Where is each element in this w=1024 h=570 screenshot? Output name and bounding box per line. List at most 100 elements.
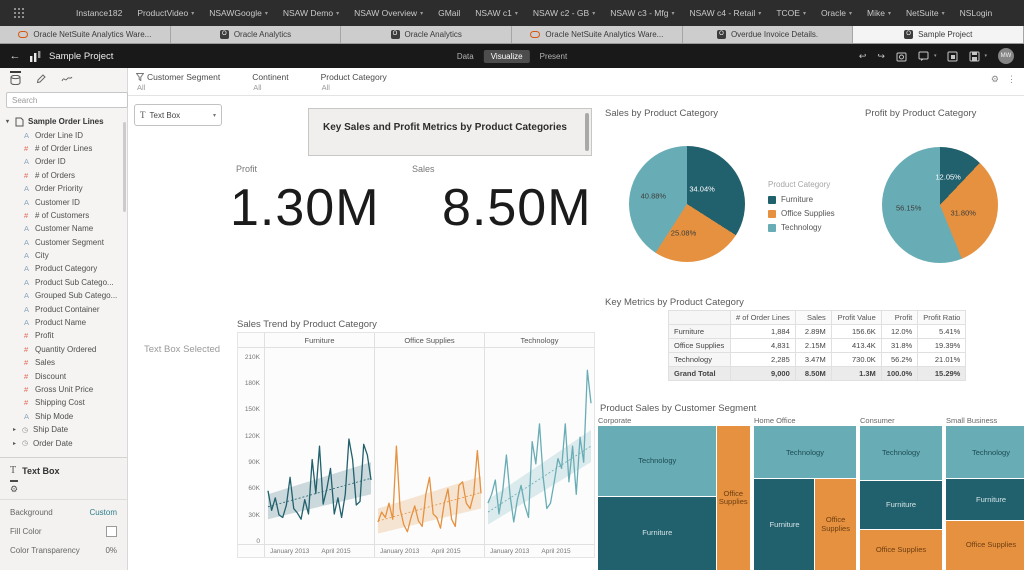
mekko-block-furniture[interactable]: Furniture — [598, 497, 717, 570]
sales-trend-chart[interactable]: FurnitureOffice SuppliesTechnology 210K1… — [237, 332, 595, 558]
field-row[interactable]: ACustomer Segment — [0, 236, 127, 249]
field-row[interactable]: #Shipping Cost — [0, 396, 127, 409]
field-row[interactable]: AProduct Container — [0, 302, 127, 315]
field-row[interactable]: AOrder Priority — [0, 182, 127, 195]
field-row[interactable]: AOrder Line ID — [0, 128, 127, 141]
nav-tab-visualize[interactable]: Visualize — [484, 50, 530, 63]
field-row[interactable]: AProduct Name — [0, 316, 127, 329]
field-row[interactable]: ▸◷Order Date — [0, 436, 127, 449]
refresh-data-icon[interactable] — [896, 51, 907, 62]
analytics-tab-icon[interactable] — [61, 73, 73, 86]
bookmark-item[interactable]: ProductVideo▾ — [137, 8, 194, 18]
browser-tab[interactable]: Oracle NetSuite Analytics Ware... — [512, 26, 683, 43]
mekko-block-office-supplies[interactable]: Office Supplies — [717, 426, 750, 570]
gear-icon[interactable]: ⚙ — [10, 480, 18, 495]
back-button[interactable]: ← — [0, 50, 30, 62]
bookmark-item[interactable]: TCOE▾ — [776, 8, 806, 18]
expand-caret-icon[interactable]: ▸ — [13, 440, 22, 447]
bookmark-item[interactable]: NetSuite▾ — [906, 8, 945, 18]
property-value[interactable]: 0% — [105, 546, 117, 555]
bookmark-item[interactable]: NSLogin — [960, 8, 993, 18]
product-sales-mekko-chart[interactable]: CorporateTechnologyFurnitureOffice Suppl… — [598, 416, 1024, 570]
trend-panel-technology[interactable] — [484, 348, 594, 544]
tree-scrollbar[interactable] — [123, 122, 126, 212]
canvas-settings-gear-icon[interactable]: ⚙ — [991, 74, 999, 85]
mekko-block-furniture[interactable]: Furniture — [754, 479, 815, 570]
kpi-profit-value[interactable]: 1.30M — [230, 178, 380, 238]
field-row[interactable]: ## of Order Lines — [0, 142, 127, 155]
field-row[interactable]: AProduct Sub Catego... — [0, 276, 127, 289]
field-row[interactable]: AProduct Category — [0, 262, 127, 275]
mekko-block-technology[interactable]: Technology — [754, 426, 856, 479]
trend-panel-furniture[interactable] — [264, 348, 374, 544]
mekko-block-furniture[interactable]: Furniture — [860, 481, 942, 530]
visualizations-tab-icon[interactable] — [36, 72, 46, 87]
filter-value[interactable]: All — [321, 83, 387, 92]
mekko-block-technology[interactable]: Technology — [946, 426, 1024, 479]
browser-tab[interactable]: OOracle Analytics — [171, 26, 342, 43]
save-caret-icon[interactable]: ▾ — [984, 53, 987, 59]
save-icon[interactable] — [969, 51, 980, 62]
filter-continent[interactable]: ContinentAll — [252, 72, 288, 92]
field-row[interactable]: ## of Customers — [0, 209, 127, 222]
bookmark-item[interactable]: NSAW c3 - Mfg▾ — [610, 8, 674, 18]
property-value-link[interactable]: Custom — [89, 508, 117, 517]
profit-pie-chart[interactable]: 12.05%31.80%56.15% — [882, 147, 998, 263]
mekko-block-technology[interactable]: Technology — [860, 426, 942, 481]
expand-caret-icon[interactable]: ▸ — [13, 426, 22, 433]
browser-tab[interactable]: Oracle NetSuite Analytics Ware... — [0, 26, 171, 43]
bookmark-item[interactable]: NSAW Demo▾ — [283, 8, 339, 18]
filter-value[interactable]: All — [136, 83, 220, 92]
field-row[interactable]: #Quantity Ordered — [0, 343, 127, 356]
mekko-block-technology[interactable]: Technology — [598, 426, 717, 496]
browser-tab[interactable]: OOracle Analytics — [341, 26, 512, 43]
field-row[interactable]: #Discount — [0, 369, 127, 382]
avatar[interactable]: MW — [998, 48, 1014, 64]
field-row[interactable]: #Gross Unit Price — [0, 383, 127, 396]
bookmark-item[interactable]: GMail — [438, 8, 460, 18]
bookmark-item[interactable]: Oracle▾ — [821, 8, 852, 18]
redo-icon[interactable]: ↪ — [877, 51, 885, 62]
kpi-sales-value[interactable]: 8.50M — [442, 178, 592, 238]
field-row[interactable]: #Profit — [0, 329, 127, 342]
field-row[interactable]: AGrouped Sub Catego... — [0, 289, 127, 302]
bookmark-item[interactable]: NSAW c2 - GB▾ — [533, 8, 595, 18]
mekko-block-office-supplies[interactable]: Office Supplies — [860, 530, 942, 570]
collapse-caret-icon[interactable]: ▾ — [6, 118, 15, 125]
dataset-root-row[interactable]: ▾ Sample Order Lines — [0, 115, 127, 128]
data-tab-icon[interactable] — [10, 71, 21, 88]
present-icon[interactable] — [947, 51, 958, 62]
nav-tab-data[interactable]: Data — [457, 52, 474, 61]
field-row[interactable]: ACity — [0, 249, 127, 262]
comment-caret-icon[interactable]: ▾ — [934, 53, 937, 59]
canvas-kebab-icon[interactable]: ⋮ — [1007, 74, 1016, 85]
comment-icon[interactable] — [918, 51, 930, 62]
trend-panel-office-supplies[interactable] — [374, 348, 484, 544]
nav-tab-present[interactable]: Present — [540, 52, 568, 61]
sales-pie-chart[interactable]: 34.04%25.08%40.88% — [629, 146, 745, 262]
field-row[interactable]: ACustomer Name — [0, 222, 127, 235]
bookmark-item[interactable]: NSAW c4 - Retail▾ — [689, 8, 761, 18]
bookmark-item[interactable]: NSAW c1▾ — [475, 8, 518, 18]
filter-value[interactable]: All — [252, 83, 288, 92]
textbox-scrollbar[interactable] — [585, 113, 589, 151]
search-input[interactable] — [6, 92, 128, 108]
filter-product-category[interactable]: Product CategoryAll — [321, 72, 387, 92]
bookmark-item[interactable]: NSAWGoogle▾ — [209, 8, 268, 18]
mekko-block-office-supplies[interactable]: Office Supplies — [815, 479, 856, 570]
bookmark-item[interactable]: NSAW Overview▾ — [354, 8, 423, 18]
mekko-block-furniture[interactable]: Furniture — [946, 479, 1024, 521]
fill-color-swatch[interactable] — [106, 526, 117, 537]
textbox-tile[interactable]: Key Sales and Profit Metrics by Product … — [308, 108, 592, 156]
viz-type-selector[interactable]: T Text Box ▾ — [134, 104, 222, 126]
filter-customer-segment[interactable]: Customer SegmentAll — [136, 72, 220, 92]
bookmark-item[interactable]: Mike▾ — [867, 8, 891, 18]
undo-icon[interactable]: ↩ — [859, 51, 867, 62]
mekko-block-office-supplies[interactable]: Office Supplies — [946, 521, 1024, 570]
field-row[interactable]: ▸◷Ship Date — [0, 423, 127, 436]
field-row[interactable]: ACustomer ID — [0, 195, 127, 208]
browser-tab[interactable]: OOverdue Invoice Details. — [683, 26, 854, 43]
bookmark-item[interactable]: Instance182 — [76, 8, 122, 18]
field-row[interactable]: ## of Orders — [0, 169, 127, 182]
browser-tab[interactable]: OSample Project — [853, 26, 1024, 43]
